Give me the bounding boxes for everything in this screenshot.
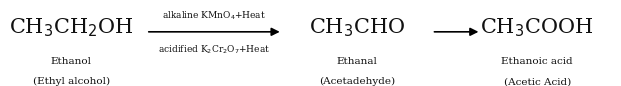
Text: CH$_3$CH$_2$OH: CH$_3$CH$_2$OH (9, 16, 134, 39)
Text: alkaline KMnO$_4$+Heat: alkaline KMnO$_4$+Heat (162, 9, 266, 22)
Text: (Acetadehyde): (Acetadehyde) (319, 77, 395, 86)
Text: CH$_3$CHO: CH$_3$CHO (309, 16, 406, 39)
Text: Ethanal: Ethanal (337, 57, 378, 66)
Text: acidified K$_2$Cr$_2$O$_7$+Heat: acidified K$_2$Cr$_2$O$_7$+Heat (158, 44, 270, 56)
Text: Ethanoic acid: Ethanoic acid (501, 57, 573, 66)
Text: Ethanol: Ethanol (51, 57, 92, 66)
Text: (Ethyl alcohol): (Ethyl alcohol) (33, 77, 110, 86)
Text: CH$_3$COOH: CH$_3$COOH (481, 16, 594, 39)
Text: (Acetic Acid): (Acetic Acid) (504, 77, 571, 86)
